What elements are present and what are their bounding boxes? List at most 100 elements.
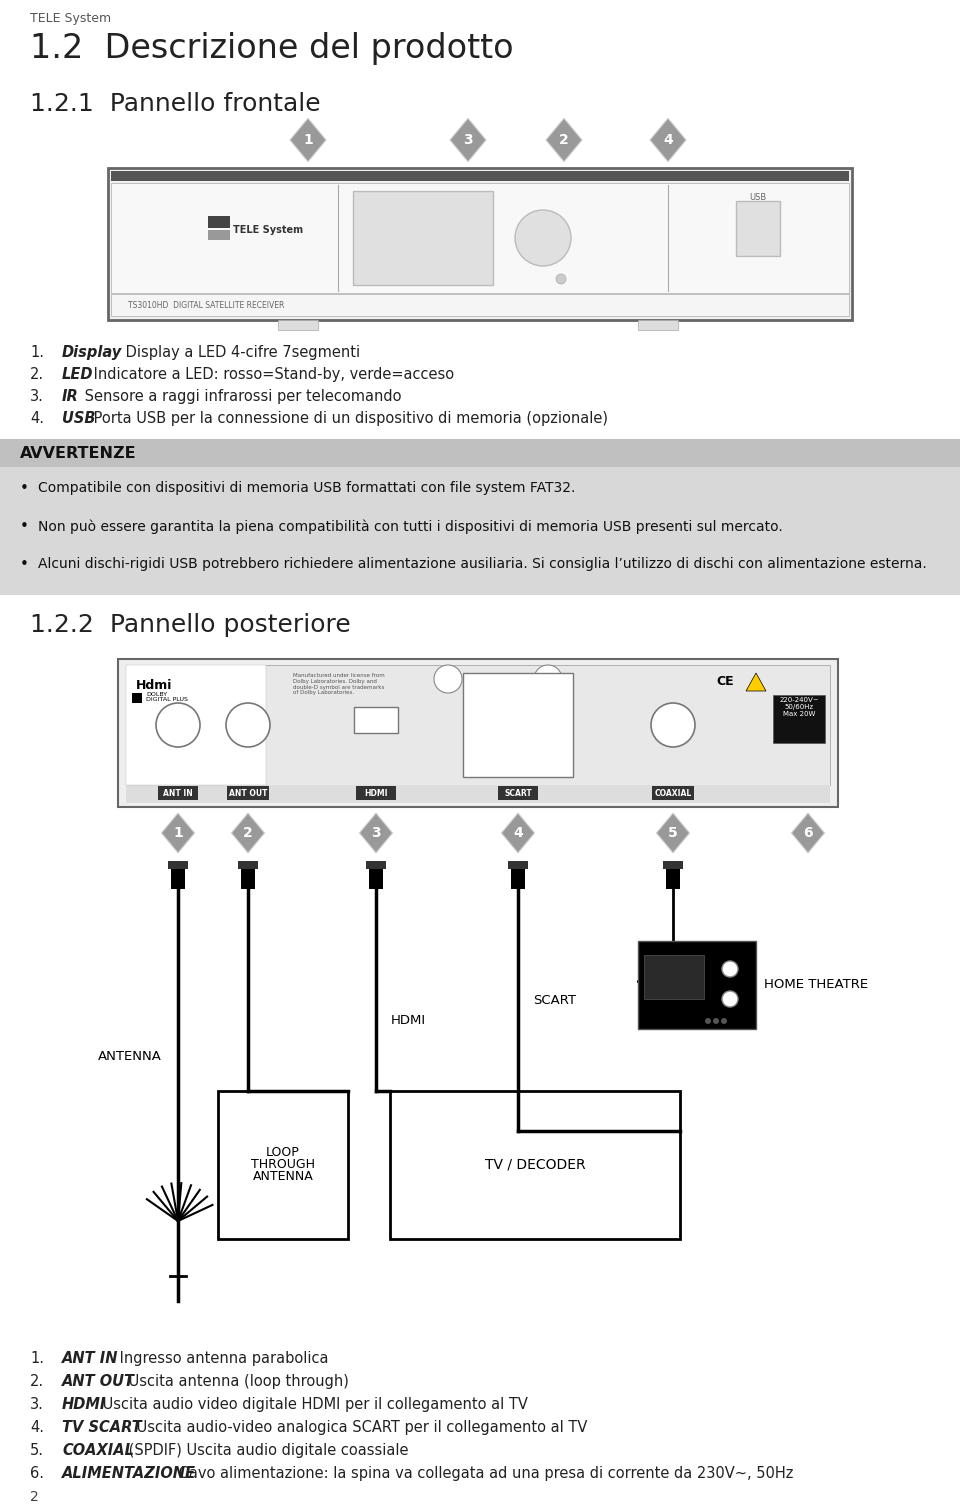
Circle shape (434, 665, 462, 694)
Text: 3.: 3. (30, 1396, 44, 1411)
Text: Manufactured under license from
Dolby Laboratories. Dolby and
double-D symbol ar: Manufactured under license from Dolby La… (293, 673, 385, 695)
Polygon shape (546, 119, 582, 161)
Bar (208, 231, 230, 240)
Text: 2: 2 (559, 133, 569, 146)
Bar (126, 665, 266, 786)
Bar (208, 216, 230, 228)
Text: USB: USB (750, 193, 767, 202)
Text: THROUGH: THROUGH (251, 1158, 315, 1172)
Text: •: • (20, 556, 29, 572)
Bar (218, 1090, 348, 1240)
Circle shape (156, 703, 200, 746)
Text: 1.2.1  Pannello frontale: 1.2.1 Pannello frontale (30, 92, 321, 116)
Text: HDMI: HDMI (391, 1015, 426, 1027)
Bar (171, 861, 185, 890)
Text: ALIMENTAZIONE: ALIMENTAZIONE (62, 1466, 196, 1481)
Text: Indicatore a LED: rosso=Stand-by, verde=acceso: Indicatore a LED: rosso=Stand-by, verde=… (88, 366, 454, 382)
Text: •: • (20, 481, 29, 496)
Text: CE: CE (716, 676, 733, 688)
Text: Non può essere garantita la piena compatibilità con tutti i dispositivi di memor: Non può essere garantita la piena compat… (38, 519, 782, 534)
Text: 2.: 2. (30, 366, 44, 382)
Circle shape (534, 665, 562, 694)
Text: Alcuni dischi-rigidi USB potrebbero richiedere alimentazione ausiliaria. Si cons: Alcuni dischi-rigidi USB potrebbero rich… (38, 556, 926, 572)
Text: 6.: 6. (30, 1466, 44, 1481)
Text: ANTENNA: ANTENNA (252, 1170, 313, 1184)
Text: TV SCART: TV SCART (62, 1421, 142, 1436)
Text: Ingresso antenna parabolica: Ingresso antenna parabolica (115, 1351, 328, 1366)
Text: Display: Display (62, 345, 122, 360)
Bar (118, 659, 838, 807)
Text: ANT OUT: ANT OUT (228, 789, 267, 798)
Text: 1.2.2  Pannello posteriore: 1.2.2 Pannello posteriore (30, 612, 350, 636)
Text: SCART: SCART (533, 994, 576, 1007)
Text: LED: LED (62, 366, 93, 382)
Bar (278, 320, 318, 330)
Text: HDMI: HDMI (364, 789, 388, 798)
Text: ANT OUT: ANT OUT (62, 1374, 135, 1389)
Bar (111, 170, 849, 181)
Text: 1: 1 (173, 826, 182, 840)
Text: 1.: 1. (30, 345, 44, 360)
Bar (126, 786, 830, 802)
Text: ANT IN: ANT IN (163, 789, 193, 798)
Text: Uscita audio video digitale HDMI per il collegamento al TV: Uscita audio video digitale HDMI per il … (98, 1396, 528, 1411)
Text: 4.: 4. (30, 1421, 44, 1436)
Text: 4.: 4. (30, 412, 44, 425)
Text: TS3010HD  DIGITAL SATELLITE RECEIVER: TS3010HD DIGITAL SATELLITE RECEIVER (128, 300, 284, 309)
Text: HDMI: HDMI (62, 1396, 107, 1411)
Text: HOME THEATRE: HOME THEATRE (764, 979, 868, 991)
Bar (0, 439, 960, 467)
Polygon shape (791, 813, 825, 854)
Circle shape (651, 703, 695, 746)
Polygon shape (231, 813, 265, 854)
Bar (773, 695, 825, 743)
Circle shape (721, 1018, 727, 1024)
Bar (498, 786, 538, 801)
Text: 220-240V~
50/60Hz
Max 20W: 220-240V~ 50/60Hz Max 20W (780, 697, 819, 716)
Polygon shape (359, 813, 393, 854)
Circle shape (515, 210, 571, 265)
Circle shape (556, 274, 566, 284)
Text: TELE System: TELE System (30, 12, 111, 26)
Circle shape (713, 1018, 719, 1024)
Text: 3: 3 (372, 826, 381, 840)
Circle shape (722, 991, 738, 1007)
Bar (644, 955, 704, 998)
Circle shape (722, 961, 738, 977)
Bar (366, 861, 386, 869)
Text: LOOP: LOOP (266, 1146, 300, 1160)
Text: 1.: 1. (30, 1351, 44, 1366)
Text: •: • (20, 519, 29, 534)
Text: Uscita audio-video analogica SCART per il collegamento al TV: Uscita audio-video analogica SCART per i… (132, 1421, 588, 1436)
Bar (111, 294, 849, 317)
Text: AVVERTENZE: AVVERTENZE (20, 445, 136, 460)
Bar (511, 861, 525, 890)
Text: SCART: SCART (504, 789, 532, 798)
Polygon shape (501, 813, 535, 854)
Bar (390, 1090, 680, 1240)
Bar (736, 201, 780, 256)
Text: 4: 4 (514, 826, 523, 840)
Bar (126, 665, 830, 786)
Bar (666, 861, 680, 890)
Bar (132, 694, 142, 703)
Text: 1.2  Descrizione del prodotto: 1.2 Descrizione del prodotto (30, 32, 514, 65)
Bar (369, 861, 383, 890)
Text: Hdmi: Hdmi (136, 679, 173, 692)
Bar (508, 861, 528, 869)
Text: ANT IN: ANT IN (62, 1351, 118, 1366)
Polygon shape (650, 119, 686, 161)
Bar (638, 320, 678, 330)
Bar (168, 861, 188, 869)
Text: 3.: 3. (30, 389, 44, 404)
Bar (108, 167, 852, 320)
Bar (652, 786, 694, 801)
Text: IR: IR (62, 389, 79, 404)
Text: Compatibile con dispositivi di memoria USB formattati con file system FAT32.: Compatibile con dispositivi di memoria U… (38, 481, 575, 495)
Bar (241, 861, 255, 890)
Text: Display a LED 4-cifre 7segmenti: Display a LED 4-cifre 7segmenti (121, 345, 361, 360)
Text: Cavo alimentazione: la spina va collegata ad una presa di corrente da 230V~, 50H: Cavo alimentazione: la spina va collegat… (175, 1466, 794, 1481)
Circle shape (226, 703, 270, 746)
Polygon shape (657, 813, 689, 854)
Text: ANTENNA: ANTENNA (98, 1050, 162, 1063)
